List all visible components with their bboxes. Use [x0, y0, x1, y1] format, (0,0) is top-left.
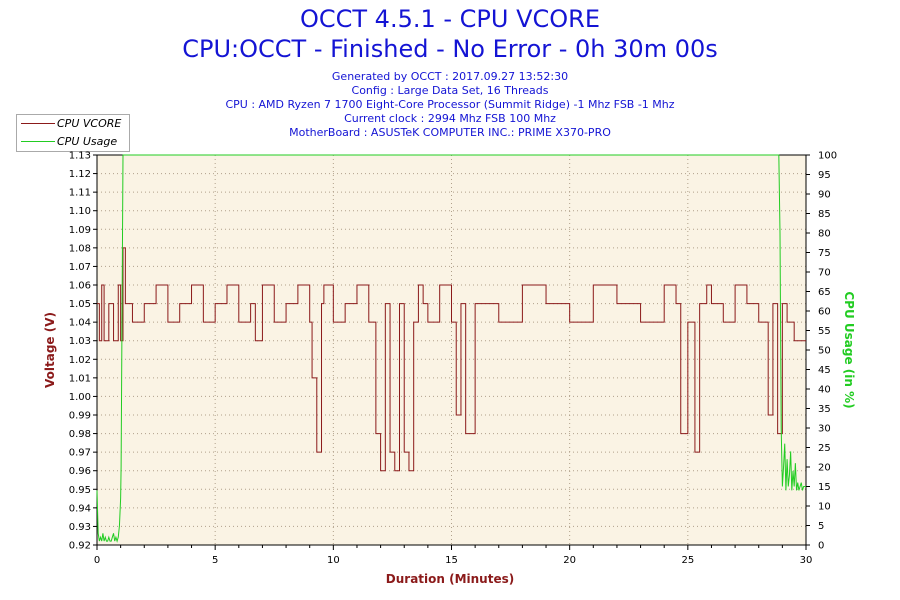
y-right-tick-label: 65 [818, 287, 831, 298]
info-generated: Generated by OCCT : 2017.09.27 13:52:30 [331, 70, 569, 83]
y-right-axis-label: CPU Usage (in %) [842, 291, 856, 408]
x-tick-label: 25 [681, 555, 694, 566]
y-left-tick-label: 0.93 [69, 522, 91, 533]
y-right-tick-label: 95 [818, 170, 831, 181]
chart-title: OCCT 4.5.1 - CPU VCORE [299, 5, 600, 33]
x-tick-label: 10 [327, 555, 340, 566]
y-left-axis-label: Voltage (V) [43, 312, 57, 388]
info-cpu: CPU : AMD Ryzen 7 1700 Eight-Core Proces… [225, 98, 675, 111]
chart-subtitle: CPU:OCCT - Finished - No Error - 0h 30m … [182, 35, 718, 63]
y-left-tick-label: 0.92 [69, 541, 91, 552]
x-axis-label: Duration (Minutes) [386, 572, 514, 586]
y-left-tick-label: 1.03 [69, 336, 91, 347]
y-left-tick-label: 0.96 [69, 466, 91, 477]
info-config: Config : Large Data Set, 16 Threads [351, 84, 549, 97]
y-right-tick-label: 5 [818, 521, 824, 532]
y-right-tick-label: 70 [818, 268, 831, 279]
x-tick-label: 15 [445, 555, 458, 566]
y-right-tick-label: 20 [818, 463, 831, 474]
legend-item-vcore: CPU VCORE [17, 115, 129, 133]
y-right-tick-label: 0 [818, 541, 824, 552]
y-left-tick-label: 0.94 [69, 503, 91, 514]
legend-swatch-vcore [21, 123, 55, 124]
y-right-tick-label: 35 [818, 404, 831, 415]
y-right-tick-label: 85 [818, 209, 831, 220]
legend-item-usage: CPU Usage [17, 133, 129, 151]
x-tick-label: 30 [800, 555, 813, 566]
y-left-tick-label: 1.10 [69, 206, 91, 217]
x-tick-label: 5 [212, 555, 218, 566]
legend-label-usage: CPU Usage [57, 135, 118, 148]
y-left-tick-label: 1.04 [69, 318, 91, 329]
x-tick-label: 20 [563, 555, 576, 566]
y-left-tick-label: 1.05 [69, 299, 91, 310]
y-left-tick-label: 1.13 [69, 151, 91, 162]
y-right-tick-label: 30 [818, 424, 831, 435]
y-left-tick-label: 1.02 [69, 355, 91, 366]
y-right-tick-label: 15 [818, 482, 831, 493]
y-left-tick-label: 1.07 [69, 262, 91, 273]
y-left-tick-label: 1.00 [69, 392, 91, 403]
y-left-tick-label: 1.11 [69, 188, 91, 199]
y-right-tick-label: 75 [818, 248, 831, 259]
info-clock: Current clock : 2994 Mhz FSB 100 Mhz [344, 112, 556, 125]
series-line-usage [96, 154, 806, 543]
y-right-tick-label: 25 [818, 443, 831, 454]
legend: CPU VCORE CPU Usage [16, 114, 130, 152]
y-right-tick-label: 100 [818, 151, 837, 162]
y-left-tick-label: 1.09 [69, 225, 91, 236]
x-tick-label: 0 [94, 555, 100, 566]
legend-swatch-usage [21, 141, 55, 142]
legend-label-vcore: CPU VCORE [57, 117, 122, 130]
y-left-tick-label: 1.06 [69, 281, 91, 292]
y-left-tick-label: 0.95 [69, 485, 91, 496]
y-left-tick-label: 1.12 [69, 169, 91, 180]
y-right-tick-label: 80 [818, 229, 831, 240]
y-left-tick-label: 0.99 [69, 411, 91, 422]
y-left-tick-label: 0.98 [69, 429, 91, 440]
y-right-tick-label: 55 [818, 326, 831, 337]
y-left-tick-label: 1.01 [69, 373, 91, 384]
y-right-tick-label: 50 [818, 346, 831, 357]
y-right-tick-label: 40 [818, 385, 831, 396]
y-right-tick-label: 60 [818, 307, 831, 318]
info-motherboard: MotherBoard : ASUSTeK COMPUTER INC.: PRI… [289, 126, 611, 139]
y-right-tick-label: 10 [818, 502, 831, 513]
y-left-tick-label: 1.08 [69, 243, 91, 254]
series-line-vcore [97, 247, 806, 472]
y-right-tick-label: 45 [818, 365, 831, 376]
y-left-tick-label: 0.97 [69, 448, 91, 459]
y-right-tick-label: 90 [818, 190, 831, 201]
